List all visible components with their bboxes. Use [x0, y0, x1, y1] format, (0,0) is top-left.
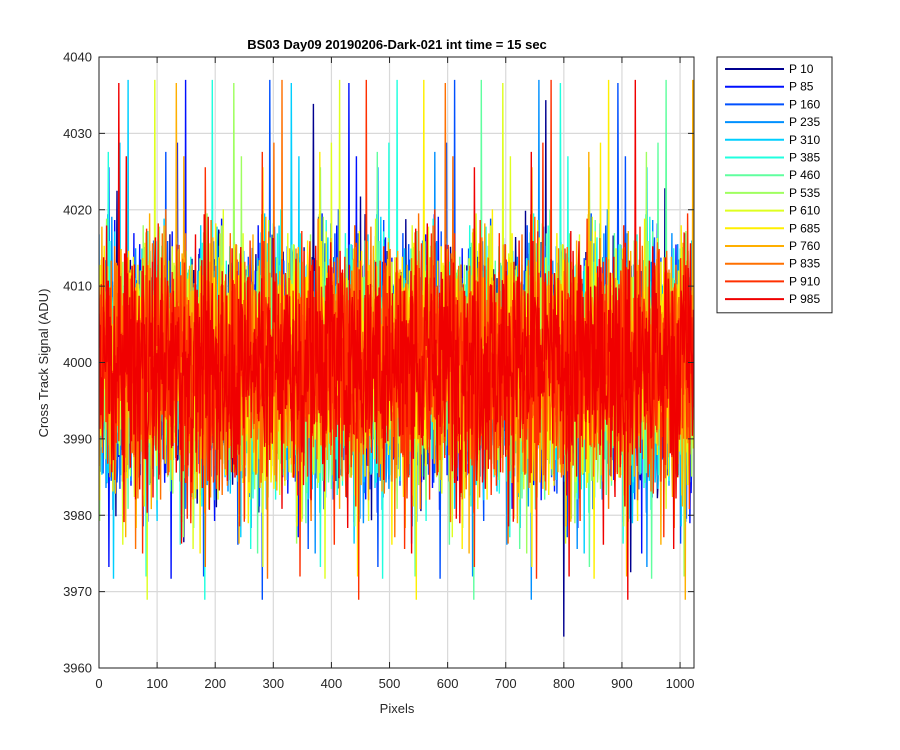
x-tick-label: 800: [553, 676, 575, 691]
y-tick-label: 4030: [63, 126, 92, 141]
legend-label: P 85: [789, 80, 814, 94]
series-line: [99, 79, 694, 600]
x-tick-label: 1000: [666, 676, 695, 691]
x-tick-label: 400: [321, 676, 343, 691]
x-tick-label: 100: [146, 676, 168, 691]
legend-box: [716, 56, 833, 314]
y-tick-label: 3980: [63, 508, 92, 523]
x-tick-label: 700: [495, 676, 517, 691]
legend-label: P 760: [789, 239, 820, 253]
chart-title: BS03 Day09 20190206-Dark-021 int time = …: [247, 37, 547, 52]
legend-label: P 835: [789, 257, 820, 271]
x-tick-label: 200: [204, 676, 226, 691]
legend-label: P 685: [789, 221, 820, 235]
legend-label: P 610: [789, 204, 820, 218]
x-tick-label: 900: [611, 676, 633, 691]
y-tick-label: 3960: [63, 661, 92, 676]
legend-label: P 985: [789, 292, 820, 306]
y-tick-label: 3990: [63, 431, 92, 446]
legend-label: P 10: [789, 62, 814, 76]
x-tick-label: 300: [262, 676, 284, 691]
legend-label: P 910: [789, 274, 820, 288]
legend-label: P 310: [789, 133, 820, 147]
y-tick-label: 4020: [63, 202, 92, 217]
legend-label: P 160: [789, 97, 820, 111]
legend-label: P 535: [789, 186, 820, 200]
y-tick-label: 4000: [63, 355, 92, 370]
x-tick-label: 600: [437, 676, 459, 691]
legend-label: P 385: [789, 151, 820, 165]
tick-labels: 0 100 200 300 400 500 600 700 800 900 1000 3960 3970…: [63, 50, 694, 692]
y-tick-label: 4040: [63, 50, 92, 65]
legend: P 10 P 85 P 160 P 235 P 310 P 385 P 460 P 535 P …: [716, 56, 833, 314]
y-axis-label: Cross Track Signal (ADU): [36, 289, 51, 438]
legend-label: P 235: [789, 115, 820, 129]
legend-label: P 460: [789, 168, 820, 182]
axes: [98, 56, 695, 669]
x-tick-label: 0: [95, 676, 102, 691]
x-axis-label: Pixels: [380, 701, 415, 716]
series-lines: [99, 79, 694, 637]
y-tick-label: 4010: [63, 279, 92, 294]
y-tick-label: 3970: [63, 584, 92, 599]
x-tick-label: 500: [379, 676, 401, 691]
